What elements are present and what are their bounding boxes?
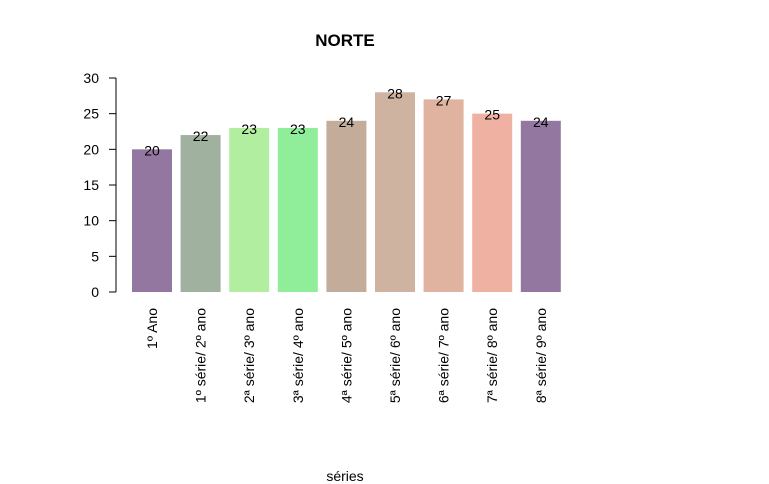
bar	[423, 99, 464, 293]
data-label: 27	[436, 92, 452, 108]
y-axis: 0 5 10 15 20 25 30	[83, 70, 117, 300]
bar	[132, 149, 172, 292]
y-tick-label: 0	[91, 284, 99, 300]
data-label: 24	[339, 114, 355, 130]
x-tick-label: 7ª série/ 8º ano	[484, 308, 500, 403]
x-tick-label: 1º série/ 2º ano	[193, 308, 209, 403]
data-labels: 20 22 23 23 24 28 27 25 24	[144, 85, 549, 158]
x-tick-label: 4ª série/ 5º ano	[338, 308, 354, 403]
bar	[180, 135, 221, 292]
x-tick-label: 8ª série/ 9º ano	[533, 308, 549, 403]
data-label: 23	[241, 121, 257, 137]
y-tick-label: 20	[83, 141, 99, 157]
x-tick-label: 3ª série/ 4º ano	[290, 308, 306, 403]
x-tick-label: 5ª série/ 6º ano	[387, 308, 403, 403]
x-tick-label: 2ª série/ 3º ano	[241, 308, 257, 403]
bar	[277, 127, 318, 292]
data-label: 22	[193, 128, 209, 144]
x-tick-label: 6ª série/ 7º ano	[436, 308, 452, 403]
chart-title: NORTE	[315, 31, 375, 50]
y-tick-label: 10	[83, 213, 99, 229]
y-tick-label: 30	[83, 70, 99, 86]
y-tick-label: 5	[91, 248, 99, 264]
bars	[132, 92, 561, 293]
x-tick-label: 1º Ano	[144, 308, 160, 349]
data-label: 23	[290, 121, 306, 137]
bar	[326, 120, 367, 292]
data-label: 24	[533, 114, 549, 130]
data-label: 25	[484, 107, 500, 123]
data-label: 28	[387, 85, 403, 101]
data-label: 20	[144, 142, 160, 158]
bar	[520, 120, 561, 292]
category-labels: 1º Ano 1º série/ 2º ano 2ª série/ 3º ano 3ª…	[144, 308, 549, 403]
x-axis-label: séries	[326, 468, 363, 484]
y-tick-label: 15	[83, 177, 99, 193]
y-tick-label: 25	[83, 106, 99, 122]
bar	[229, 127, 270, 292]
bar	[472, 113, 513, 293]
bar	[375, 92, 415, 293]
